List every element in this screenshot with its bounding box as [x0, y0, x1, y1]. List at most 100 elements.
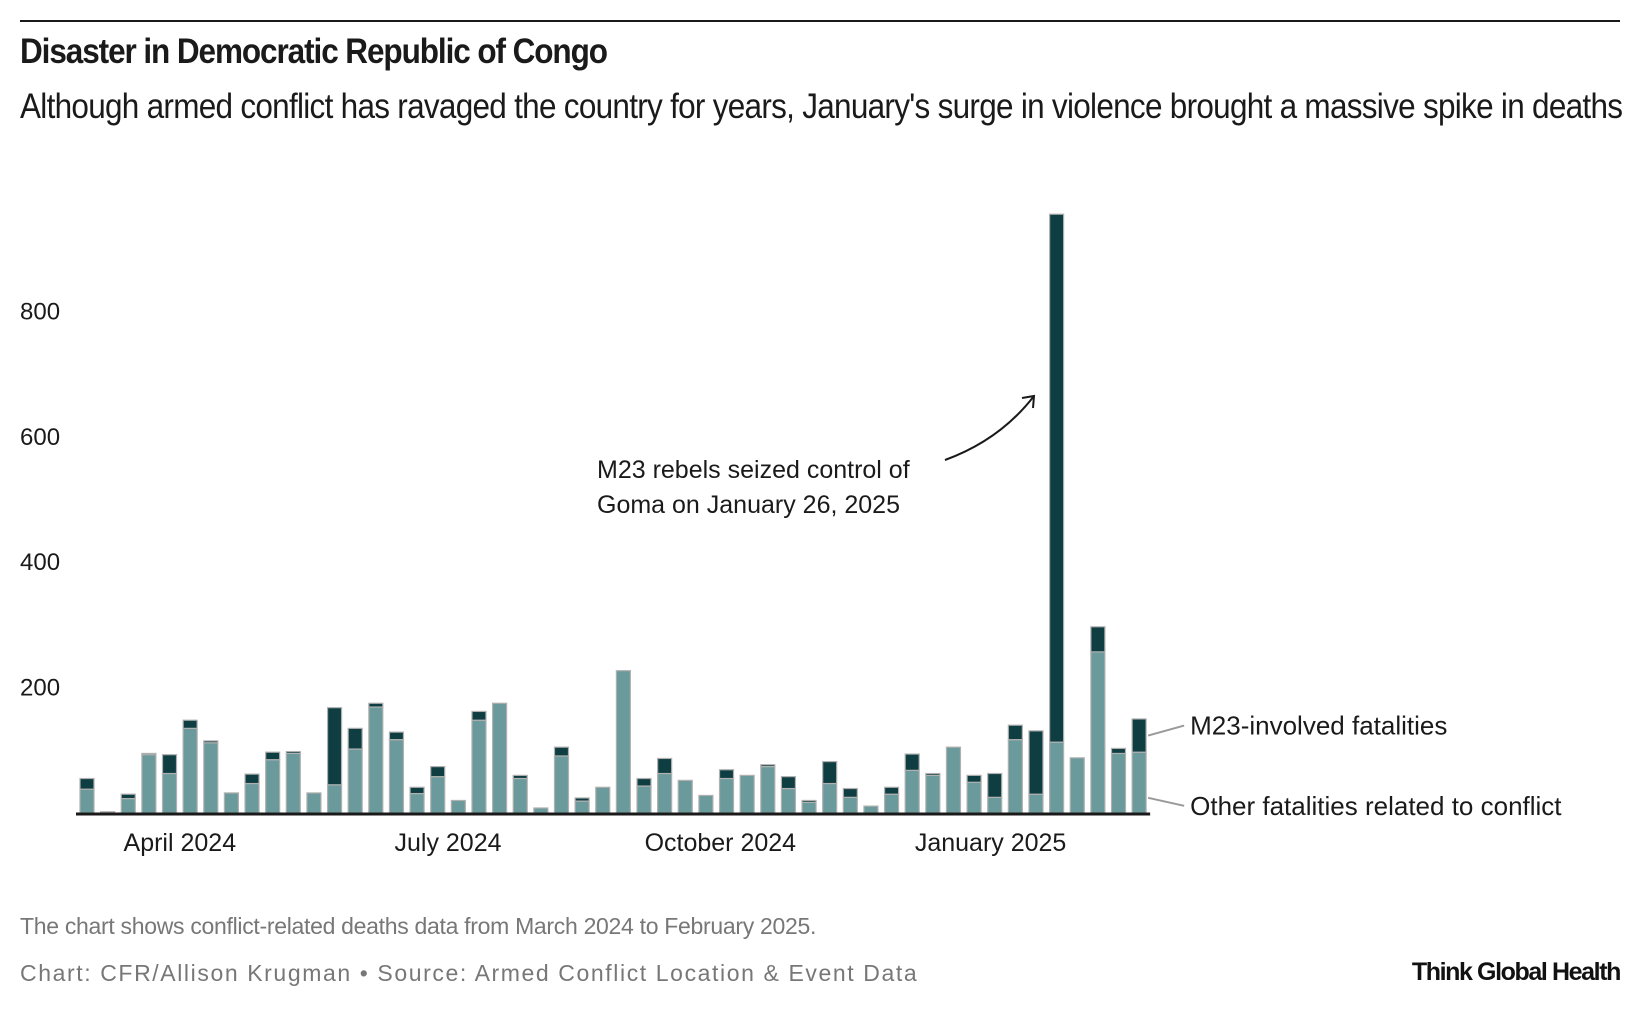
- bar-other-fatalities: [945, 746, 962, 814]
- bar-m23-fatalities: [409, 786, 425, 795]
- bar-m23-fatalities: [987, 772, 1003, 798]
- publisher-logo: Think Global Health: [1411, 958, 1622, 986]
- bar-other-fatalities: [244, 782, 260, 814]
- bar-other-fatalities: [718, 777, 735, 814]
- bar-other-fatalities: [822, 782, 838, 814]
- bar-other-fatalities: [347, 748, 363, 814]
- bar-other-fatalities: [595, 786, 611, 814]
- top-rule: [20, 20, 1620, 22]
- bar-other-fatalities: [883, 793, 900, 814]
- bar-m23-fatalities: [244, 773, 260, 785]
- bar-m23-fatalities: [430, 766, 446, 778]
- bar-m23-fatalities: [657, 757, 673, 775]
- bar-other-fatalities: [512, 777, 528, 814]
- bar-m23-fatalities: [904, 753, 920, 771]
- bar-other-fatalities: [863, 805, 879, 814]
- bar-m23-fatalities: [265, 751, 281, 761]
- x-axis: April 2024 July 2024 October 2024 January 2…: [124, 829, 1067, 857]
- bar-m23-fatalities: [388, 731, 405, 741]
- bar-other-fatalities: [388, 739, 405, 814]
- bar-other-fatalities: [79, 788, 95, 814]
- y-axis: 200 400 600 800: [20, 298, 60, 701]
- bar-m23-fatalities: [182, 719, 198, 729]
- bar-m23-fatalities: [326, 707, 343, 786]
- x-tick-label: October 2024: [645, 829, 797, 857]
- x-tick-label: July 2024: [395, 829, 502, 857]
- x-tick-label: January 2025: [915, 829, 1067, 857]
- chart-subtitle: Although armed conflict has ravaged the …: [20, 87, 1623, 126]
- bar-m23-fatalities: [368, 702, 384, 708]
- bar-other-fatalities: [636, 785, 652, 814]
- bar-m23-fatalities: [203, 740, 219, 744]
- annotation-text: Goma on January 26, 2025: [597, 491, 900, 519]
- bar-m23-fatalities: [1110, 747, 1127, 755]
- bar-other-fatalities: [739, 774, 755, 814]
- bar-m23-fatalities: [636, 777, 652, 787]
- bar-other-fatalities: [904, 769, 920, 814]
- annotation-text: M23 rebels seized control of: [597, 456, 910, 484]
- bar-m23-fatalities: [966, 774, 982, 783]
- bar-m23-fatalities: [120, 793, 136, 800]
- bar-other-fatalities: [801, 801, 817, 814]
- bar-m23-fatalities: [822, 760, 838, 785]
- bar-other-fatalities: [1028, 793, 1044, 814]
- chart-note: The chart shows conflict-related deaths …: [20, 913, 817, 939]
- bar-m23-fatalities: [1007, 724, 1023, 741]
- x-tick-label: April 2024: [124, 829, 237, 857]
- arrow-head-icon: [1021, 394, 1036, 409]
- bar-other-fatalities: [223, 792, 240, 814]
- bar-m23-fatalities: [883, 786, 900, 795]
- bar-other-fatalities: [182, 727, 198, 814]
- bar-other-fatalities: [326, 784, 343, 814]
- bar-other-fatalities: [1090, 651, 1106, 814]
- legend-leader-other: [1147, 796, 1185, 807]
- bar-other-fatalities: [533, 807, 549, 814]
- bar-m23-fatalities: [347, 727, 363, 750]
- bar-other-fatalities: [987, 796, 1003, 814]
- chart-title: Disaster in Democratic Republic of Congo: [20, 32, 608, 71]
- bar-m23-fatalities: [471, 710, 487, 721]
- legend-leader-m23: [1147, 724, 1185, 737]
- bar-m23-fatalities: [1131, 718, 1147, 753]
- legend-label-m23: M23-involved fatalities: [1190, 711, 1447, 741]
- bar-m23-fatalities: [718, 769, 735, 780]
- bar-other-fatalities: [1131, 751, 1147, 814]
- bar-other-fatalities: [161, 772, 178, 814]
- bar-m23-fatalities: [780, 776, 797, 790]
- legend-label-other: Other fatalities related to conflict: [1190, 791, 1562, 821]
- bar-other-fatalities: [409, 792, 425, 814]
- bar-other-fatalities: [265, 759, 281, 814]
- legend: M23-involved fatalities Other fatalities …: [1147, 711, 1562, 821]
- bar-m23-fatalities: [553, 746, 570, 757]
- y-tick-label: 800: [20, 298, 60, 325]
- bar-other-fatalities: [553, 755, 570, 814]
- bar-other-fatalities: [203, 742, 219, 814]
- y-tick-label: 200: [20, 675, 60, 702]
- annotation: M23 rebels seized control of Goma on Janu…: [597, 394, 1036, 519]
- chart-source: Chart: CFR/Allison Krugman • Source: Arm…: [20, 960, 919, 986]
- bar-other-fatalities: [1069, 757, 1085, 814]
- bar-other-fatalities: [471, 719, 487, 814]
- bar-m23-fatalities: [1049, 213, 1065, 743]
- y-tick-label: 400: [20, 549, 60, 576]
- bar-chart: 200 400 600 800 April 2024 July 2024 October …: [20, 213, 1562, 857]
- bar-other-fatalities: [925, 774, 941, 814]
- bar-other-fatalities: [285, 752, 301, 814]
- bar-m23-fatalities: [842, 787, 858, 798]
- y-tick-label: 600: [20, 424, 60, 451]
- bar-m23-fatalities: [285, 750, 301, 755]
- bar-other-fatalities: [615, 670, 631, 814]
- annotation-arrow: [944, 395, 1035, 461]
- bar-other-fatalities: [574, 800, 590, 814]
- bar-other-fatalities: [492, 702, 508, 814]
- bar-m23-fatalities: [141, 752, 157, 756]
- bar-m23-fatalities: [79, 777, 95, 790]
- bar-other-fatalities: [141, 754, 157, 814]
- bar-other-fatalities: [760, 766, 776, 814]
- bar-m23-fatalities: [925, 772, 941, 776]
- bar-other-fatalities: [450, 799, 466, 814]
- bar-other-fatalities: [1007, 739, 1023, 814]
- bar-other-fatalities: [368, 706, 384, 814]
- bars: [79, 213, 1147, 814]
- bar-m23-fatalities: [1090, 626, 1106, 653]
